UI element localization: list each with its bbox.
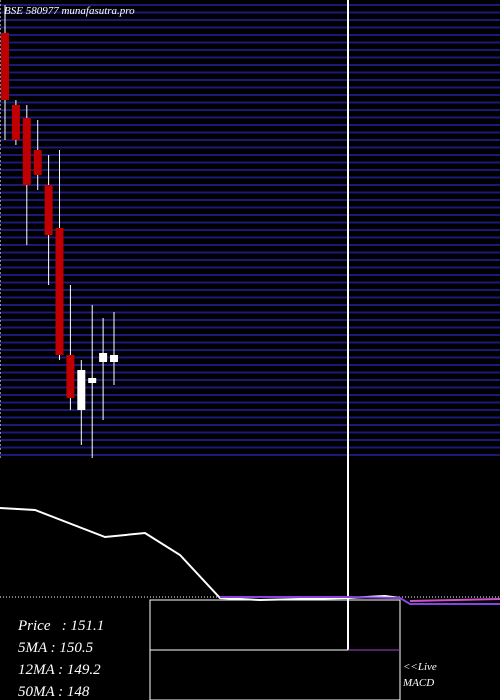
- title: BSE 580977 munafasutra.pro: [4, 5, 135, 17]
- candle-body: [110, 355, 118, 362]
- link[interactable]: <<Live: [403, 661, 437, 673]
- stat: 50MA : 148: [18, 684, 90, 700]
- candle-body: [55, 228, 64, 355]
- grid: [0, 4, 500, 456]
- link[interactable]: MACD: [402, 677, 434, 689]
- candles: [1, 5, 118, 458]
- candle-body: [66, 355, 75, 398]
- candle-body: [1, 33, 9, 100]
- stat: 12MA : 149.2: [18, 662, 101, 678]
- candle-body: [99, 353, 108, 362]
- stat: Price : 151.1: [17, 618, 104, 634]
- candle-body: [11, 105, 20, 140]
- candle-body: [88, 378, 97, 383]
- signal-line-2: [409, 598, 500, 602]
- signal-line: [220, 596, 500, 605]
- stat: 5MA : 150.5: [18, 640, 94, 656]
- candle-body: [77, 370, 86, 410]
- candle-body: [44, 185, 53, 235]
- candle-body: [22, 118, 31, 185]
- candle-body: [33, 150, 42, 175]
